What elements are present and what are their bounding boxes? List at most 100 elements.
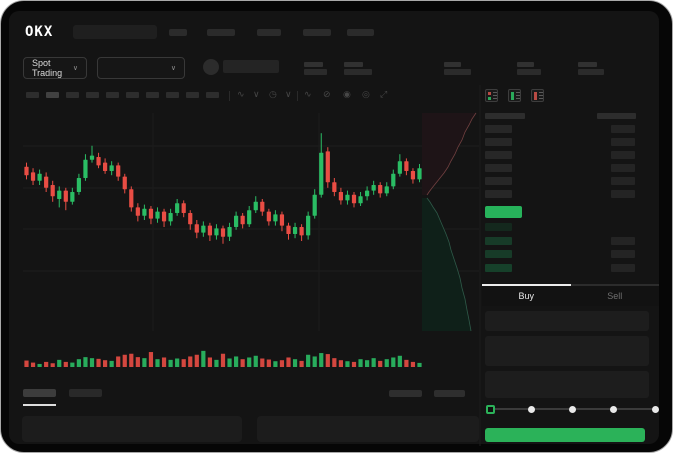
bid-row-price-placeholder[interactable] bbox=[485, 236, 512, 245]
volume-bar bbox=[37, 363, 42, 367]
chart-type-icon[interactable]: ∿ bbox=[237, 89, 245, 99]
fullscreen-icon[interactable]: ⤢ bbox=[380, 89, 388, 99]
interval-button[interactable] bbox=[26, 92, 39, 98]
volume-bar bbox=[96, 358, 101, 367]
volume-bar bbox=[116, 356, 121, 367]
bid-row-price-placeholder[interactable] bbox=[485, 250, 512, 259]
ask-row-amount-placeholder bbox=[611, 138, 635, 146]
volume-bar bbox=[109, 360, 114, 367]
volume-bar bbox=[299, 360, 304, 367]
interval-button[interactable] bbox=[46, 92, 59, 98]
tab-sell[interactable]: Sell bbox=[570, 284, 659, 306]
icon-mark bbox=[488, 92, 491, 95]
candle-body bbox=[358, 196, 363, 204]
candle-body bbox=[286, 225, 291, 234]
book-bids-icon[interactable] bbox=[508, 89, 521, 102]
candle-body bbox=[201, 225, 206, 233]
book-asks-icon[interactable] bbox=[531, 89, 544, 102]
volume-bar bbox=[129, 353, 134, 367]
nav-item-placeholder[interactable] bbox=[257, 29, 281, 36]
interval-button[interactable] bbox=[66, 92, 79, 98]
volume-bar bbox=[417, 362, 422, 367]
candle-body bbox=[207, 225, 212, 236]
trade-side-tabs: Buy Sell bbox=[482, 284, 659, 306]
slider-stop[interactable] bbox=[651, 405, 659, 413]
volume-bar bbox=[332, 358, 337, 367]
slider-stop[interactable] bbox=[569, 405, 576, 413]
stat-value-placeholder bbox=[444, 69, 471, 75]
order-input-placeholder[interactable] bbox=[485, 311, 649, 331]
interval-button[interactable] bbox=[126, 92, 139, 98]
bid-row-price-placeholder[interactable] bbox=[485, 223, 512, 231]
pair-selector[interactable]: ∨ bbox=[97, 57, 185, 79]
chevron-down-icon[interactable]: ∨ bbox=[253, 89, 260, 99]
bottom-action-placeholder[interactable] bbox=[389, 390, 422, 397]
indicator-clock-icon[interactable]: ◷ bbox=[269, 89, 277, 99]
ask-row-price-placeholder[interactable] bbox=[485, 138, 512, 146]
interval-button[interactable] bbox=[146, 92, 159, 98]
candle-body bbox=[371, 185, 376, 191]
interval-button[interactable] bbox=[86, 92, 99, 98]
market-type-label: Spot Trading bbox=[32, 58, 63, 78]
volume-bar bbox=[70, 362, 75, 367]
interval-button[interactable] bbox=[206, 92, 219, 98]
nav-item-placeholder[interactable] bbox=[347, 29, 374, 36]
candle-body bbox=[378, 185, 383, 194]
interval-button[interactable] bbox=[186, 92, 199, 98]
nav-item-placeholder[interactable] bbox=[303, 29, 331, 36]
ask-row-price-placeholder[interactable] bbox=[485, 151, 512, 159]
volume-bar bbox=[194, 354, 199, 367]
icon-mark bbox=[493, 95, 497, 96]
depth-bids-line bbox=[426, 197, 472, 332]
camera-icon[interactable]: ◉ bbox=[343, 89, 351, 99]
candle-body bbox=[89, 155, 95, 160]
submit-order-button[interactable] bbox=[485, 428, 645, 442]
candle-body bbox=[37, 173, 42, 181]
order-input-placeholder[interactable] bbox=[485, 371, 649, 398]
candle-body bbox=[234, 215, 239, 227]
volume-bar bbox=[325, 354, 330, 367]
line-tool-icon[interactable]: ∿ bbox=[304, 89, 312, 99]
chevron-down-icon[interactable]: ∨ bbox=[285, 89, 292, 99]
volume-bar bbox=[279, 360, 285, 367]
bid-row-price-placeholder[interactable] bbox=[485, 264, 512, 273]
bottom-action-placeholder[interactable] bbox=[434, 390, 465, 397]
okx-logo[interactable]: OKX bbox=[25, 24, 54, 40]
volume-bar bbox=[345, 361, 350, 367]
slider-stop[interactable] bbox=[527, 405, 535, 413]
volume-bar bbox=[30, 362, 36, 367]
slider-stop[interactable] bbox=[610, 405, 618, 413]
slider-handle[interactable] bbox=[485, 404, 495, 414]
draw-tool-icon[interactable]: ⊘ bbox=[323, 89, 331, 99]
volume-bar bbox=[384, 359, 389, 367]
bottom-tab-placeholder[interactable] bbox=[69, 389, 102, 397]
settings-icon[interactable]: ◎ bbox=[362, 89, 370, 99]
nav-item-placeholder[interactable] bbox=[169, 29, 187, 36]
order-input-placeholder[interactable] bbox=[485, 336, 649, 366]
candle-body bbox=[30, 172, 36, 181]
book-combined-icon[interactable] bbox=[485, 89, 498, 102]
ask-row-price-placeholder[interactable] bbox=[485, 125, 512, 133]
ask-row-price-placeholder[interactable] bbox=[485, 190, 512, 198]
icon-mark bbox=[534, 92, 537, 100]
tab-buy[interactable]: Buy bbox=[482, 284, 571, 306]
bottom-info-panel bbox=[22, 416, 242, 442]
candle-body bbox=[273, 214, 278, 222]
icon-mark bbox=[488, 97, 491, 100]
search-bar-placeholder[interactable] bbox=[73, 25, 157, 39]
nav-item-placeholder[interactable] bbox=[207, 29, 235, 36]
stat-label-placeholder bbox=[304, 62, 323, 67]
toolbar-divider bbox=[229, 91, 230, 101]
interval-button[interactable] bbox=[166, 92, 179, 98]
ask-row-price-placeholder[interactable] bbox=[485, 164, 512, 172]
bottom-tab-placeholder[interactable] bbox=[23, 389, 56, 397]
market-type-selector[interactable]: Spot Trading ∨ bbox=[23, 57, 87, 79]
interval-button[interactable] bbox=[106, 92, 119, 98]
ask-row-price-placeholder[interactable] bbox=[485, 177, 512, 185]
